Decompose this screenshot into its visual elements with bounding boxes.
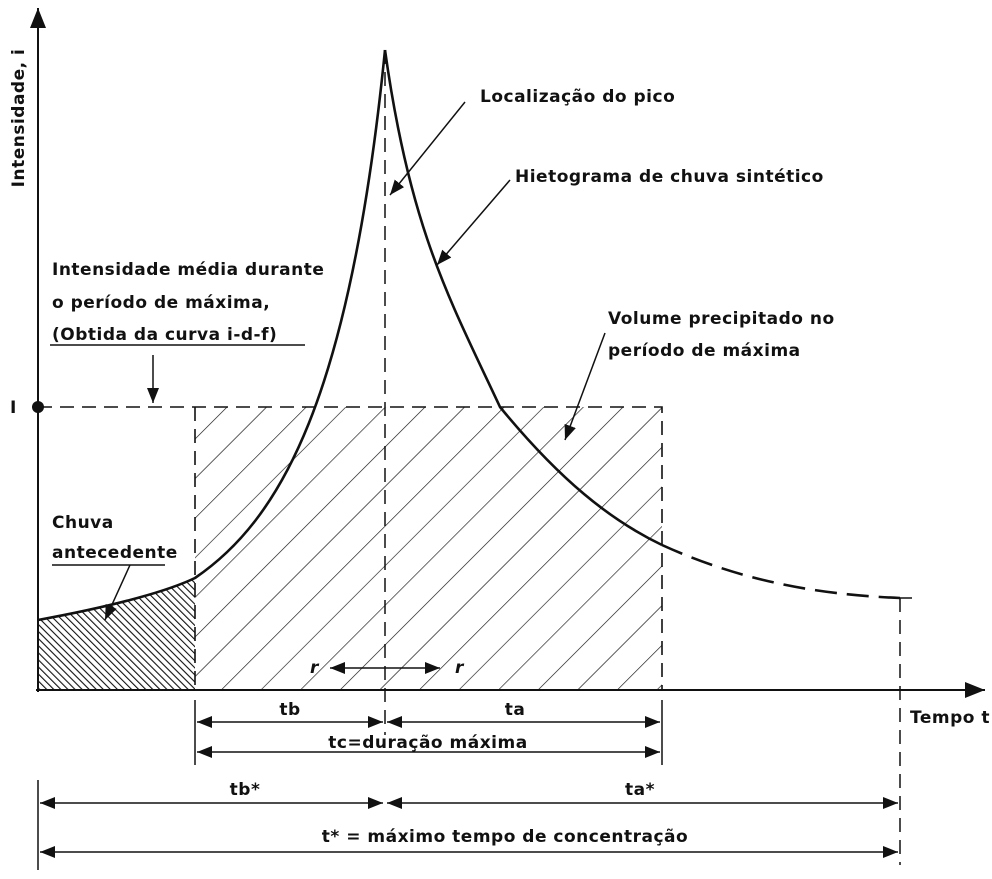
mean-label: o período de máxima, [52, 293, 270, 313]
hyetograph-label: Hietograma de chuva sintético [515, 167, 824, 187]
peak-label: Localização do pico [480, 87, 675, 107]
labels: Intensidade, i Tempo t I Localização do … [9, 49, 990, 847]
dim-label: ta* [625, 780, 655, 800]
mean-label: Intensidade média durante [52, 260, 324, 280]
max-period-area [195, 407, 662, 690]
r-label: r [310, 658, 320, 678]
dim-label: ta [505, 700, 526, 720]
x-axis-label: Tempo t [910, 708, 990, 728]
mean-label: (Obtida da curva i-d-f) [52, 325, 277, 345]
antecedent-label: Chuva [52, 513, 114, 533]
dim-label: t* = máximo tempo de concentração [322, 827, 688, 847]
antecedent-label: antecedente [52, 543, 178, 563]
r-label: r [455, 658, 465, 678]
level-label: I [10, 398, 17, 418]
hatched-areas [38, 407, 662, 690]
dim-label: tb* [230, 780, 261, 800]
dim-label: tc=duração máxima [328, 733, 527, 753]
antecedent-area [38, 578, 195, 690]
y-axis-label: Intensidade, i [9, 49, 29, 188]
volume-label: Volume precipitado no [608, 309, 835, 329]
lines [30, 8, 985, 870]
dim-label: tb [279, 700, 300, 720]
volume-label: período de máxima [608, 341, 801, 361]
